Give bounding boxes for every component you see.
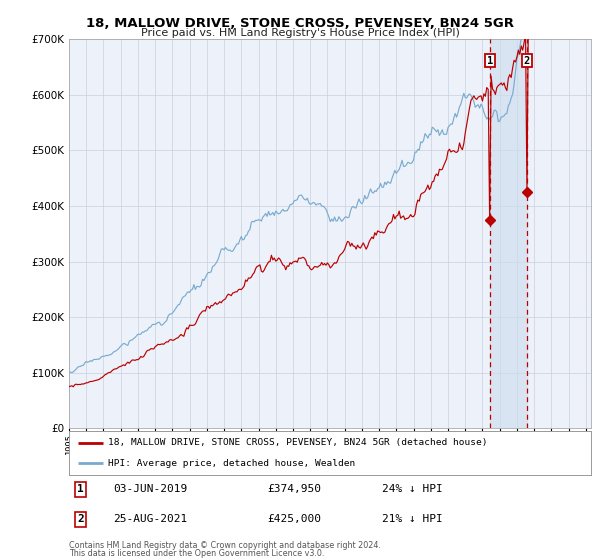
Text: 25-AUG-2021: 25-AUG-2021 <box>113 515 188 525</box>
Text: 21% ↓ HPI: 21% ↓ HPI <box>382 515 443 525</box>
Text: 03-JUN-2019: 03-JUN-2019 <box>113 484 188 494</box>
Text: 1: 1 <box>77 484 84 494</box>
Text: 18, MALLOW DRIVE, STONE CROSS, PEVENSEY, BN24 5GR (detached house): 18, MALLOW DRIVE, STONE CROSS, PEVENSEY,… <box>108 438 488 447</box>
Text: Contains HM Land Registry data © Crown copyright and database right 2024.: Contains HM Land Registry data © Crown c… <box>69 541 381 550</box>
Text: 24% ↓ HPI: 24% ↓ HPI <box>382 484 443 494</box>
Text: 2: 2 <box>524 55 530 66</box>
Text: £374,950: £374,950 <box>268 484 322 494</box>
Text: This data is licensed under the Open Government Licence v3.0.: This data is licensed under the Open Gov… <box>69 549 325 558</box>
Text: £425,000: £425,000 <box>268 515 322 525</box>
Text: HPI: Average price, detached house, Wealden: HPI: Average price, detached house, Weal… <box>108 459 355 468</box>
Text: 2: 2 <box>77 515 84 525</box>
Text: 18, MALLOW DRIVE, STONE CROSS, PEVENSEY, BN24 5GR: 18, MALLOW DRIVE, STONE CROSS, PEVENSEY,… <box>86 17 514 30</box>
Bar <box>490 39 527 428</box>
Text: 1: 1 <box>487 55 493 66</box>
Text: Price paid vs. HM Land Registry's House Price Index (HPI): Price paid vs. HM Land Registry's House … <box>140 28 460 38</box>
